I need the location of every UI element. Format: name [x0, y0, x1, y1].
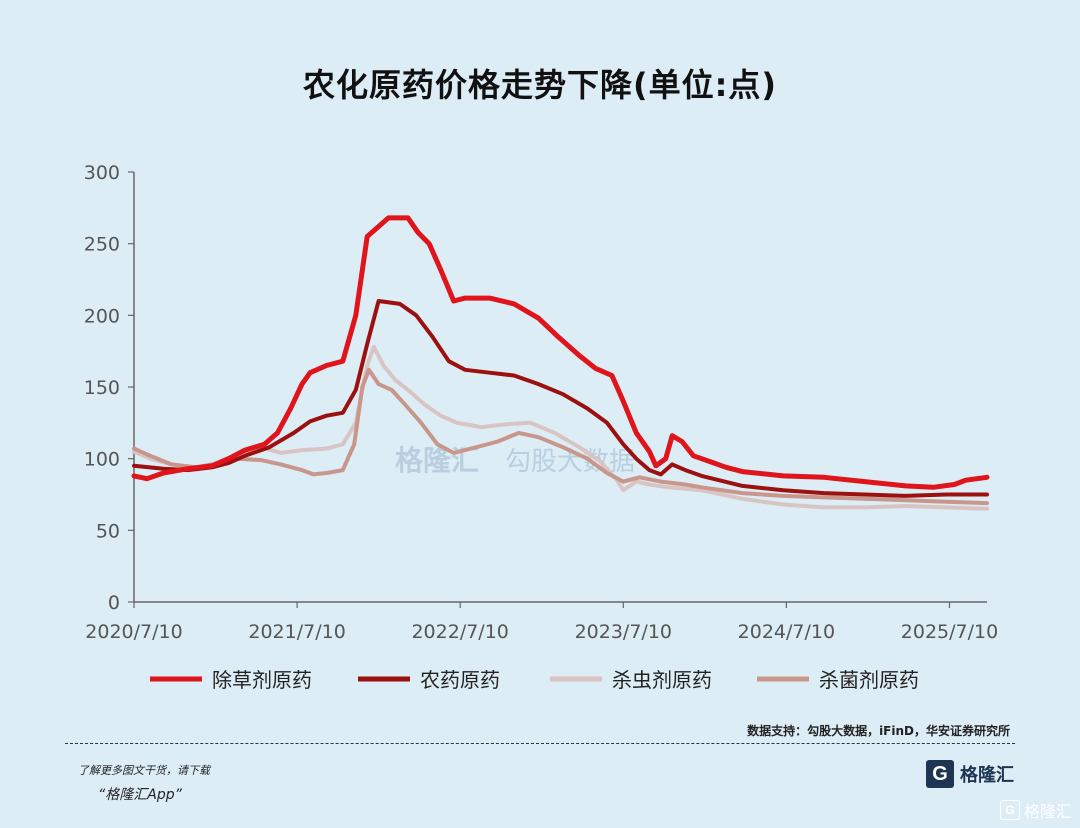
footer-app-name: “格隆汇App” [98, 787, 182, 803]
legend-label-4: 杀菌剂原药 [819, 668, 919, 692]
y-tick-label: 0 [108, 592, 120, 614]
watermark-icon: G [999, 800, 1020, 820]
x-tick-label: 2022/7/10 [411, 621, 508, 643]
series-line-4 [132, 367, 989, 506]
y-tick-label: 300 [84, 162, 120, 184]
y-tick-label: 150 [84, 377, 120, 399]
x-tick-label: 2025/7/10 [901, 621, 998, 643]
series-line-3 [132, 344, 989, 511]
x-tick-label: 2023/7/10 [575, 621, 672, 643]
footer-logo: G 格隆汇 [926, 760, 1014, 788]
logo-text: 格隆汇 [960, 765, 1014, 786]
logo-icon: G [926, 760, 954, 788]
y-tick-label: 50 [96, 520, 120, 542]
series-line-2 [132, 299, 989, 498]
legend-label-3: 杀虫剂原药 [612, 668, 712, 692]
legend-label-2: 农药原药 [420, 668, 500, 692]
y-tick-label: 250 [84, 234, 120, 256]
footer-divider [65, 743, 1015, 744]
footer-note: 了解更多图文干货，请下载 [78, 764, 210, 777]
corner-watermark: G 格隆汇 [999, 798, 1072, 822]
x-tick-label: 2024/7/10 [738, 621, 835, 643]
y-tick-label: 200 [84, 305, 120, 327]
x-tick-label: 2021/7/10 [248, 621, 345, 643]
watermark-text: 格隆汇 [1023, 802, 1072, 821]
chart-title: 农化原药价格走势下降(单位:点) [302, 66, 778, 104]
source-note: 数据支持：勾股大数据，iFinD，华安证券研究所 [747, 724, 1010, 738]
series-line-1 [131, 215, 990, 490]
x-tick-label: 2020/7/10 [85, 621, 182, 643]
y-tick-label: 100 [84, 449, 120, 471]
legend-label-1: 除草剂原药 [212, 668, 312, 692]
